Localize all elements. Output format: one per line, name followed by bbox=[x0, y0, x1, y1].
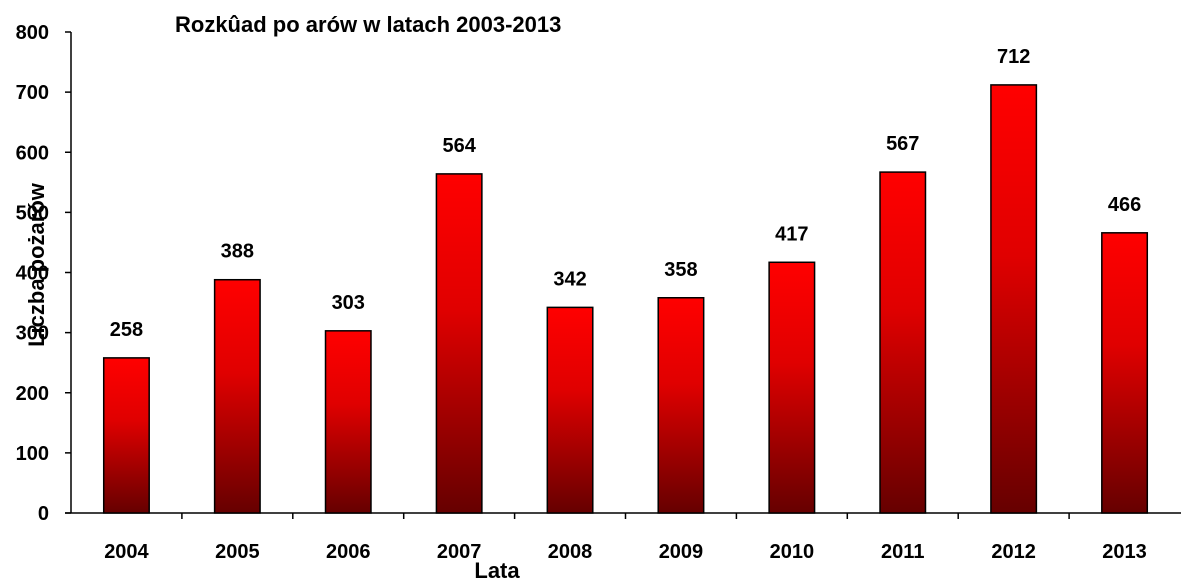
data-label: 358 bbox=[664, 259, 697, 281]
bar bbox=[990, 84, 1038, 514]
bar bbox=[657, 297, 705, 514]
bar bbox=[879, 171, 927, 514]
x-tick-label: 2007 bbox=[437, 541, 482, 563]
x-tick-label: 2011 bbox=[881, 541, 924, 563]
y-axis: 0 100 200 300 400 500 600 700 800 bbox=[16, 22, 72, 525]
data-label: 303 bbox=[332, 292, 365, 314]
chart-title: Rozkûad po arów w latach 2003-2013 bbox=[175, 12, 561, 37]
x-tick-label: 2006 bbox=[326, 541, 371, 563]
data-label: 258 bbox=[110, 319, 143, 341]
x-tick-label: 2010 bbox=[770, 541, 815, 563]
bar bbox=[324, 330, 372, 514]
data-label: 712 bbox=[997, 46, 1030, 68]
bar bbox=[768, 261, 816, 514]
bar bbox=[102, 357, 150, 514]
x-tick-label: 2008 bbox=[548, 541, 593, 563]
x-tick-label: 2012 bbox=[991, 541, 1036, 563]
bars: 258 388 303 564 342 358 417 567 712 466 bbox=[102, 46, 1149, 514]
bar bbox=[1101, 232, 1149, 514]
x-axis-label: Lata bbox=[474, 558, 520, 580]
x-tick-label: 2009 bbox=[659, 541, 704, 563]
x-tick-label: 2013 bbox=[1102, 541, 1147, 563]
y-tick-label: 600 bbox=[16, 142, 49, 164]
y-tick-label: 700 bbox=[16, 82, 49, 104]
data-label: 466 bbox=[1108, 194, 1141, 216]
bar bbox=[213, 278, 261, 514]
data-label: 567 bbox=[886, 133, 919, 155]
x-axis: 2004 2005 2006 2007 2008 2009 2010 2011 2012 2013 bbox=[65, 512, 1181, 563]
y-tick-label: 400 bbox=[16, 263, 49, 285]
data-label: 342 bbox=[553, 268, 586, 290]
y-tick-label: 500 bbox=[16, 202, 49, 224]
y-tick-label: 0 bbox=[38, 503, 49, 525]
x-tick-label: 2005 bbox=[215, 541, 260, 563]
y-tick-label: 100 bbox=[16, 443, 49, 465]
y-tick-label: 800 bbox=[16, 22, 49, 44]
y-tick-label: 200 bbox=[16, 383, 49, 405]
y-tick-label: 300 bbox=[16, 323, 49, 345]
x-tick-label: 2004 bbox=[104, 541, 149, 563]
y-axis-label: Liczba pożarów bbox=[24, 182, 49, 347]
data-label: 564 bbox=[442, 135, 476, 157]
data-label: 417 bbox=[775, 223, 808, 245]
data-label: 388 bbox=[221, 241, 254, 263]
bar bbox=[435, 173, 483, 514]
bar bbox=[546, 306, 594, 514]
